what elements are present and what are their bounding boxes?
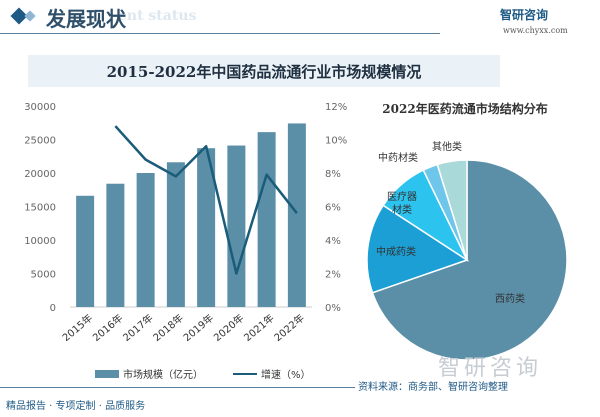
y-tick-label: 10000 bbox=[24, 236, 56, 247]
y2-tick-label: 8% bbox=[325, 169, 341, 180]
legend-swatch-line bbox=[233, 372, 257, 375]
footer-logo: 智研咨询 bbox=[438, 356, 543, 381]
brand-url: www.chyxx.com bbox=[503, 26, 568, 35]
y-tick-label: 25000 bbox=[24, 136, 56, 147]
header-title: 发展现状 bbox=[46, 7, 126, 31]
header-subtitle: ent status bbox=[118, 8, 197, 24]
legend-swatch-bar bbox=[95, 369, 119, 378]
footer-divider bbox=[0, 387, 355, 388]
pie-title: 2022年医药流通市场结构分布 bbox=[382, 101, 547, 116]
legend: 市场规模（亿元） 增速（%） bbox=[95, 366, 311, 381]
y2-tick-label: 0% bbox=[325, 303, 341, 314]
y-tick-label: 20000 bbox=[24, 169, 56, 180]
footer-slogan: 精品报告 · 专项定制 · 品质服务 bbox=[6, 401, 146, 412]
bar bbox=[197, 148, 216, 307]
y2-tick-label: 4% bbox=[325, 236, 341, 247]
bar bbox=[287, 123, 306, 307]
bar bbox=[76, 195, 95, 307]
x-tick-label: 2020年 bbox=[211, 311, 247, 344]
pie-label: 医疗器 bbox=[387, 190, 417, 203]
y2-tick-label: 6% bbox=[325, 203, 341, 214]
y2-tick-label: 12% bbox=[325, 102, 347, 113]
x-tick-label: 2022年 bbox=[271, 311, 307, 344]
legend-label: 市场规模（亿元） bbox=[123, 370, 203, 381]
pie-label: 中药材类 bbox=[378, 151, 418, 164]
y2-tick-label: 10% bbox=[325, 136, 347, 147]
pie-slice bbox=[366, 204, 469, 294]
bar bbox=[106, 183, 125, 307]
bar bbox=[166, 162, 185, 307]
chart-title: 2015-2022年中国药品流通行业市场规模情况 bbox=[106, 63, 422, 81]
x-tick-label: 2016年 bbox=[90, 311, 126, 344]
bar bbox=[227, 145, 246, 307]
pie-slice bbox=[436, 159, 468, 261]
y-tick-label: 5000 bbox=[31, 270, 56, 281]
bar bbox=[136, 173, 155, 307]
y-tick-label: 15000 bbox=[24, 203, 56, 214]
bar bbox=[257, 132, 276, 307]
legend-item-bar: 市场规模（亿元） bbox=[95, 366, 203, 381]
y-tick-label: 30000 bbox=[24, 102, 56, 113]
pie-slice bbox=[371, 159, 568, 361]
header-divider bbox=[0, 33, 440, 34]
chart-title-banner: 2015-2022年中国药品流通行业市场规模情况 bbox=[28, 55, 500, 87]
pie-label: 材类 bbox=[392, 203, 412, 216]
x-tick-label: 2015年 bbox=[60, 311, 96, 344]
pie-label: 中成药类 bbox=[376, 245, 416, 258]
pie-label: 西药类 bbox=[495, 292, 525, 305]
x-tick-label: 2017年 bbox=[120, 311, 156, 344]
y-tick-label: 0 bbox=[50, 303, 56, 314]
brand-logo: 智研咨询 bbox=[500, 8, 549, 22]
pie-label: 其他类 bbox=[432, 140, 462, 153]
legend-label: 增速（%） bbox=[261, 370, 311, 381]
x-tick-label: 2021年 bbox=[241, 311, 277, 344]
legend-item-line: 增速（%） bbox=[233, 366, 311, 381]
footer-source: 资料来源：商务部、智研咨询整理 bbox=[358, 382, 508, 393]
x-tick-label: 2019年 bbox=[181, 311, 217, 344]
y2-tick-label: 2% bbox=[325, 270, 341, 281]
x-tick-label: 2018年 bbox=[150, 311, 186, 344]
